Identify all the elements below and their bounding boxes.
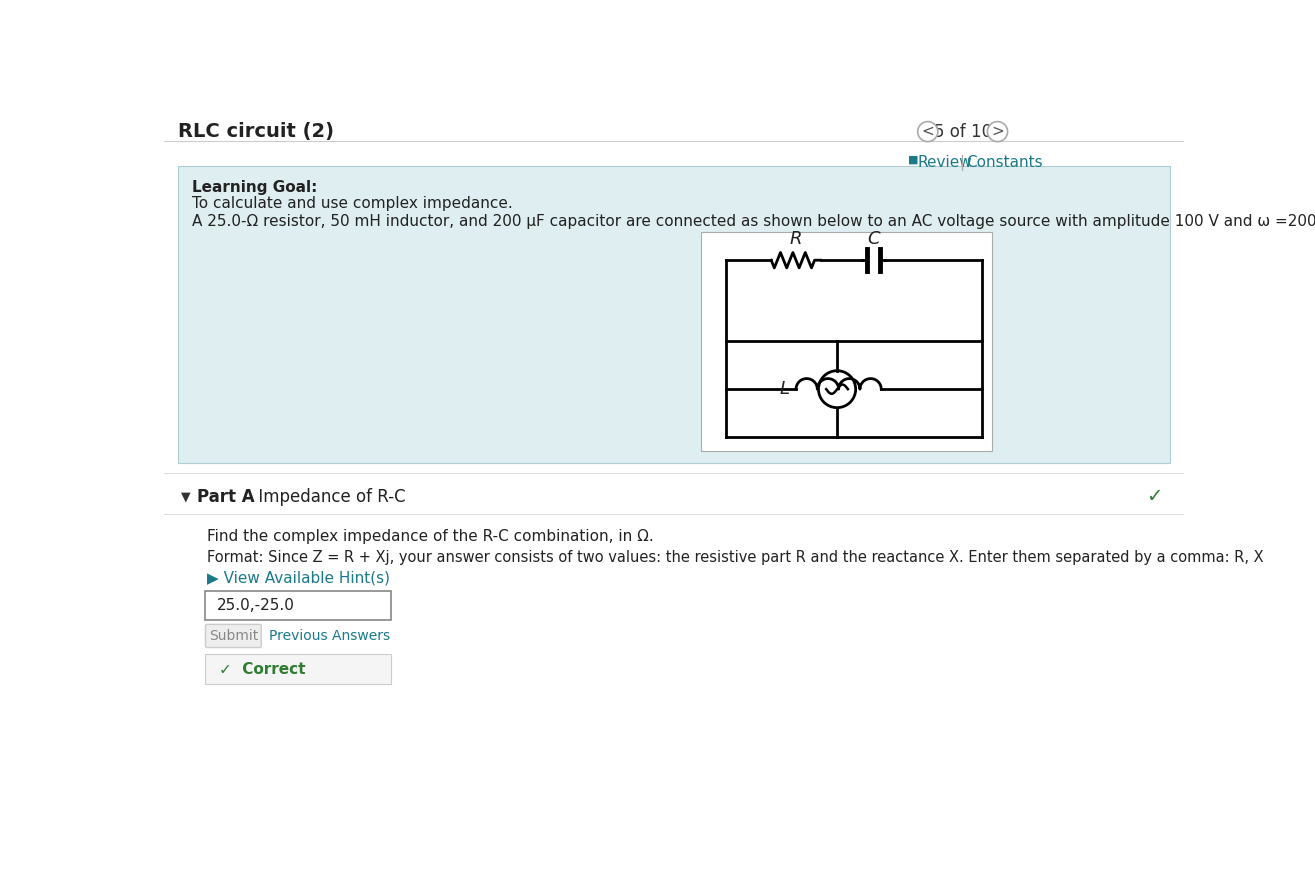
Text: Learning Goal:: Learning Goal:: [192, 181, 317, 195]
Text: Previous Answers: Previous Answers: [270, 629, 391, 643]
Text: To calculate and use complex impedance.: To calculate and use complex impedance.: [192, 196, 513, 211]
Circle shape: [918, 121, 938, 142]
Circle shape: [988, 121, 1007, 142]
Text: RLC circuit (2): RLC circuit (2): [179, 121, 334, 141]
FancyBboxPatch shape: [701, 232, 992, 451]
Text: <: <: [922, 124, 934, 139]
Text: Submit: Submit: [209, 629, 258, 643]
FancyBboxPatch shape: [205, 625, 262, 648]
Text: L: L: [780, 381, 790, 398]
FancyBboxPatch shape: [205, 654, 391, 684]
Text: - Impedance of R-C: - Impedance of R-C: [242, 488, 405, 505]
Text: R: R: [790, 230, 802, 248]
Text: Review: Review: [918, 155, 972, 170]
Text: ✓  Correct: ✓ Correct: [218, 662, 305, 676]
Text: ■: ■: [909, 155, 922, 165]
Text: 25.0,-25.0: 25.0,-25.0: [217, 597, 295, 612]
Text: Constants: Constants: [967, 155, 1043, 170]
Text: ▼: ▼: [181, 490, 191, 503]
Text: A 25.0-Ω resistor, 50 mH inductor, and 200 μF capacitor are connected as shown b: A 25.0-Ω resistor, 50 mH inductor, and 2…: [192, 214, 1315, 229]
Text: C: C: [867, 230, 880, 248]
Text: Format: Since Z = R + Xj, your answer consists of two values: the resistive part: Format: Since Z = R + Xj, your answer co…: [206, 550, 1264, 566]
FancyBboxPatch shape: [205, 590, 391, 620]
Text: ✓: ✓: [1147, 487, 1162, 506]
Text: Part A: Part A: [197, 488, 255, 505]
Text: >: >: [992, 124, 1003, 139]
Text: 5 of 10: 5 of 10: [934, 123, 992, 141]
FancyBboxPatch shape: [179, 166, 1170, 463]
Text: ▶ View Available Hint(s): ▶ View Available Hint(s): [206, 571, 391, 586]
Text: |: |: [959, 155, 964, 171]
Text: Find the complex impedance of the R-C combination, in Ω.: Find the complex impedance of the R-C co…: [206, 529, 654, 544]
